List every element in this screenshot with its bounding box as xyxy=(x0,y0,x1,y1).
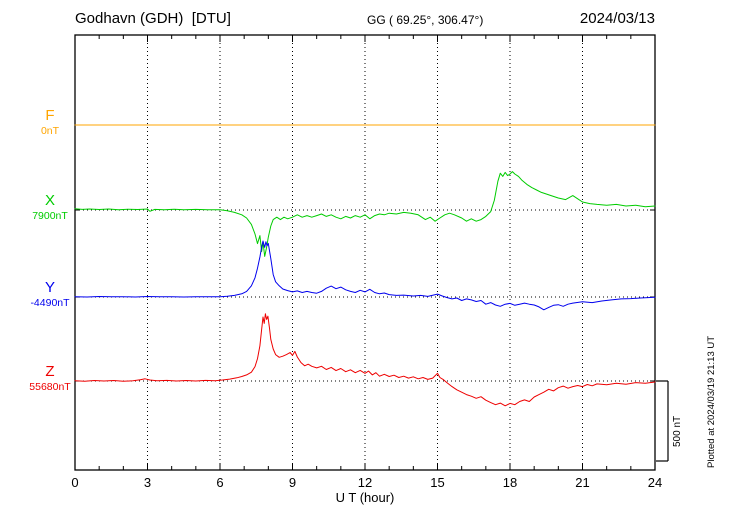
x-tick-label: 24 xyxy=(648,475,662,490)
series-label-Z: Z xyxy=(45,363,54,380)
x-tick-label: 18 xyxy=(503,475,517,490)
x-tick-label: 12 xyxy=(358,475,372,490)
series-baseline-value-F: 0nT xyxy=(41,125,60,137)
scale-bar-label: 500 nT xyxy=(672,415,683,447)
trace-Z xyxy=(74,313,656,407)
series-baseline-value-Z: 55680nT xyxy=(29,381,71,393)
x-tick-label: 3 xyxy=(144,475,151,490)
x-tick-label: 0 xyxy=(71,475,78,490)
x-tick-label: 15 xyxy=(430,475,444,490)
series-label-F: F xyxy=(45,107,54,124)
station-title: Godhavn (GDH) [DTU] xyxy=(75,10,231,27)
plot-frame xyxy=(74,34,656,471)
x-tick-label: 6 xyxy=(216,475,223,490)
x-tick-label: 9 xyxy=(289,475,296,490)
series-baseline-value-Y: -4490nT xyxy=(30,297,70,309)
x-axis-title: U T (hour) xyxy=(335,490,395,505)
x-tick-label: 21 xyxy=(575,475,589,490)
trace-X xyxy=(74,171,656,257)
series-label-X: X xyxy=(45,192,55,209)
plot-date: 2024/03/13 xyxy=(579,10,655,27)
plotted-timestamp-note: Plotted at 2024/03/19 21:13 UT xyxy=(706,335,717,468)
geographic-coords: GG ( 69.25°, 306.47°) xyxy=(367,13,484,27)
trace-Y xyxy=(74,240,656,311)
series-baseline-value-X: 7900nT xyxy=(32,210,68,222)
series-label-Y: Y xyxy=(45,279,55,296)
